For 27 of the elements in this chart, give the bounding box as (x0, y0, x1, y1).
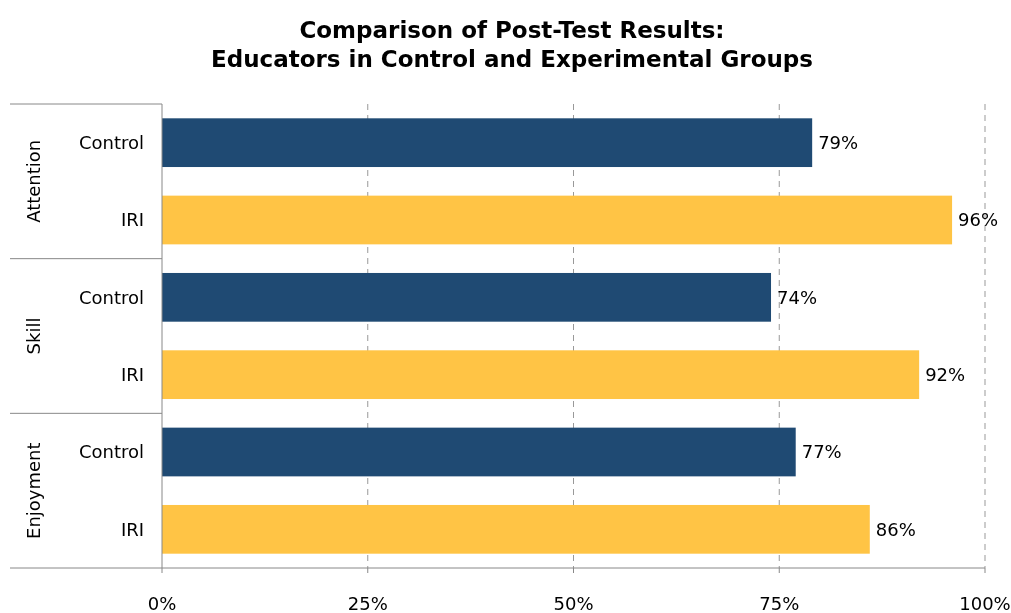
bar (162, 427, 796, 477)
data-label: 86% (875, 518, 916, 540)
text: Enjoyment (23, 442, 44, 539)
x-tick-label: 25% (347, 593, 388, 613)
bar (162, 272, 772, 322)
data-label: 96% (958, 209, 999, 231)
bar (162, 118, 813, 168)
data-label: 79% (818, 131, 859, 153)
data-label: 92% (925, 363, 966, 385)
bar (162, 504, 870, 554)
bar (162, 350, 920, 400)
x-tick-label: 0% (147, 593, 177, 613)
text: Skill (23, 317, 44, 355)
y-tick-label: Control (78, 131, 144, 153)
bar (162, 195, 953, 245)
data-label: 74% (777, 286, 818, 308)
y-tick-label: IRI (120, 518, 144, 540)
text: Attention (23, 139, 44, 223)
x-tick-label: 100% (959, 593, 1011, 613)
x-tick-label: 50% (553, 593, 594, 613)
x-tick-label: 75% (759, 593, 800, 613)
chart-title: Comparison of Post-Test Results: Educators in Control and Experimental Groups (211, 17, 813, 72)
y-tick-label: IRI (120, 209, 144, 231)
data-label: 77% (801, 441, 842, 463)
y-tick-label: IRI (120, 363, 144, 385)
y-tick-label: Control (78, 441, 144, 463)
y-tick-label: Control (78, 286, 144, 308)
